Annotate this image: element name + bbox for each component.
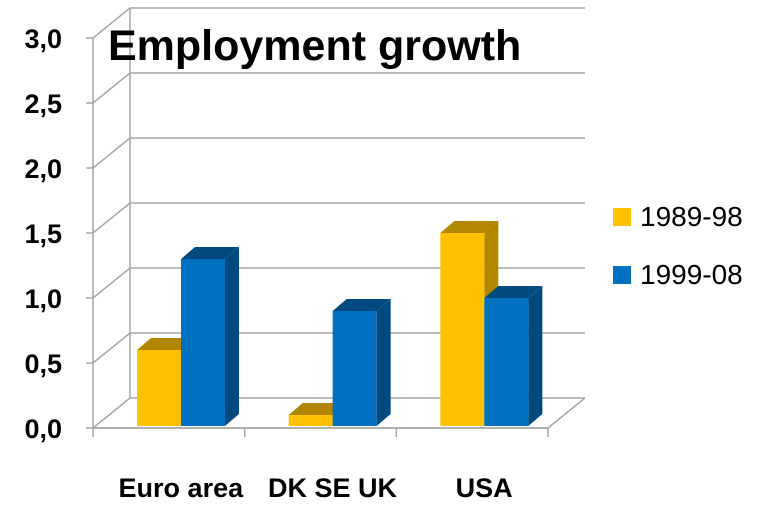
y-tick-label: 2,5: [24, 89, 62, 119]
gridline-diagonal: [92, 397, 131, 429]
axis-layer: 0,0 0,5 1,0 1,5 2,0 2,5 3,0 Euro area DK SE UK US…: [24, 24, 549, 503]
y-tick-label: 1,5: [24, 219, 62, 249]
gridline-diagonal: [92, 332, 131, 364]
bar-front: [332, 311, 377, 426]
bar: [332, 299, 391, 426]
bar-front: [484, 298, 529, 426]
legend-swatch: [613, 208, 631, 226]
bar: [181, 247, 239, 426]
x-tick-label: DK SE UK: [268, 473, 398, 503]
bar-top: [332, 299, 391, 311]
gridline-diagonal: [92, 267, 131, 299]
y-tick-label: 3,0: [24, 24, 62, 54]
legend-label: 1999-08: [640, 259, 743, 290]
gridline-diagonal: [92, 7, 131, 39]
bar-front: [181, 259, 225, 426]
gridline-diagonal: [92, 202, 131, 234]
bar-top: [181, 247, 239, 259]
bar-top: [288, 403, 347, 415]
bar-top: [484, 286, 543, 298]
bar-front: [440, 233, 485, 426]
gridline-diagonal: [92, 72, 131, 104]
x-tick-label: USA: [456, 473, 513, 503]
bar-top: [440, 221, 499, 233]
bar-side: [376, 299, 391, 426]
y-tick-label: 0,0: [24, 414, 62, 444]
y-tick-label: 0,5: [24, 349, 62, 379]
bar-layer: [137, 221, 543, 426]
y-tick-label: 2,0: [24, 154, 62, 184]
x-tick-label: Euro area: [119, 473, 245, 503]
legend-label: 1989-98: [640, 201, 743, 232]
floor-right-edge: [547, 397, 586, 429]
gridline-diagonal: [92, 137, 131, 169]
bar-front: [288, 415, 333, 426]
legend: 1989-98 1999-08: [613, 201, 743, 290]
bar: [484, 286, 543, 426]
bar-top: [137, 338, 195, 350]
bar-front: [137, 350, 181, 426]
bar-side: [225, 247, 239, 426]
legend-swatch: [613, 266, 631, 284]
chart-title: Employment growth: [108, 22, 522, 70]
bar-side: [528, 286, 543, 426]
y-tick-label: 1,0: [24, 284, 62, 314]
